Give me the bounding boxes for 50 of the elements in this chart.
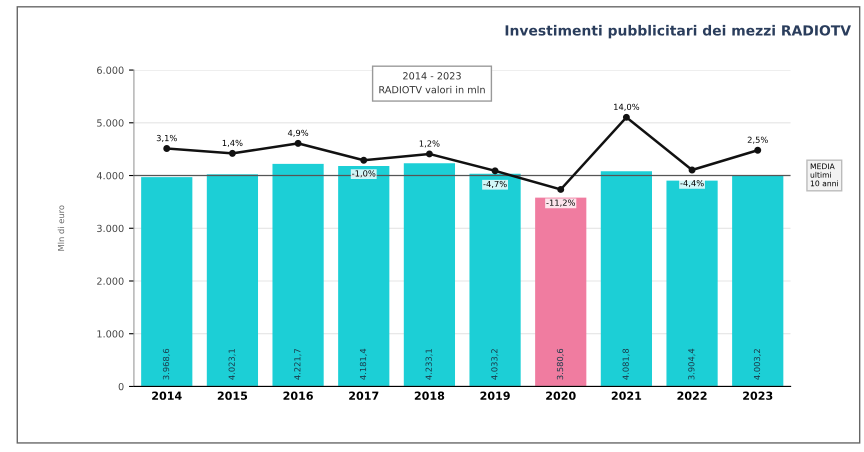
y-tick-label: 0 <box>118 382 124 390</box>
point <box>360 156 368 164</box>
x-tick-label: 2021 <box>612 392 642 400</box>
y-axis-title: Mln di euro <box>58 205 64 251</box>
x-tick-label: 2018 <box>414 392 444 400</box>
data-label: -1,0% <box>352 170 376 178</box>
x-tick-label: 2017 <box>349 392 378 400</box>
y-tick-label: 3.000 <box>97 224 124 232</box>
point <box>426 150 433 158</box>
data-label: -11,2% <box>546 199 576 207</box>
data-label: 2,5% <box>748 136 768 144</box>
data-label: 14,0% <box>614 104 640 111</box>
y-tick-label: 6.000 <box>97 66 124 74</box>
y-tick-label: 5.000 <box>97 119 124 127</box>
data-label: 3.968,6 <box>162 348 170 380</box>
point <box>688 166 696 174</box>
data-label: -4,7% <box>483 180 507 188</box>
point <box>294 140 302 147</box>
data-label: 4.003,2 <box>754 349 761 380</box>
y-tick-label: 1.000 <box>97 330 124 338</box>
x-tick-label: 2016 <box>283 392 313 400</box>
x-tick-label: 2022 <box>677 392 707 400</box>
data-label: 4,9% <box>288 130 308 137</box>
x-tick-label: 2014 <box>152 392 182 400</box>
x-tick-label: 2019 <box>480 392 510 400</box>
point <box>557 186 564 193</box>
y-tick-label: 2.000 <box>97 277 124 285</box>
data-label: 4.081,8 <box>622 348 630 380</box>
point <box>228 150 236 157</box>
data-label: 4.033,2 <box>491 349 498 380</box>
text: 2014 - 2023 RADIOTV valori in mln <box>379 72 485 94</box>
chart-title: Investimenti pubblicitari dei mezzi RADIOTV <box>506 24 851 38</box>
data-label: 3.580,6 <box>556 348 564 380</box>
data-label: 4.181,4 <box>360 348 368 380</box>
data-label: 1,2% <box>420 140 440 148</box>
data-label: 1,4% <box>222 140 243 147</box>
data-label: 4.221,7 <box>294 349 302 380</box>
data-label: 3,1% <box>156 134 177 142</box>
x-tick-label: 2023 <box>743 392 772 400</box>
data-label: 3.904,4 <box>688 348 696 380</box>
x-tick-label: 2020 <box>546 392 576 400</box>
data-label: -4,4% <box>680 180 704 188</box>
point <box>492 167 499 174</box>
point <box>163 145 170 152</box>
data-label: 4.233,1 <box>426 349 433 380</box>
point <box>754 146 762 154</box>
y-tick-label: 4.000 <box>96 172 124 180</box>
data-label: 4.023,1 <box>228 349 236 380</box>
x-tick-label: 2015 <box>218 392 248 400</box>
point <box>622 114 630 121</box>
